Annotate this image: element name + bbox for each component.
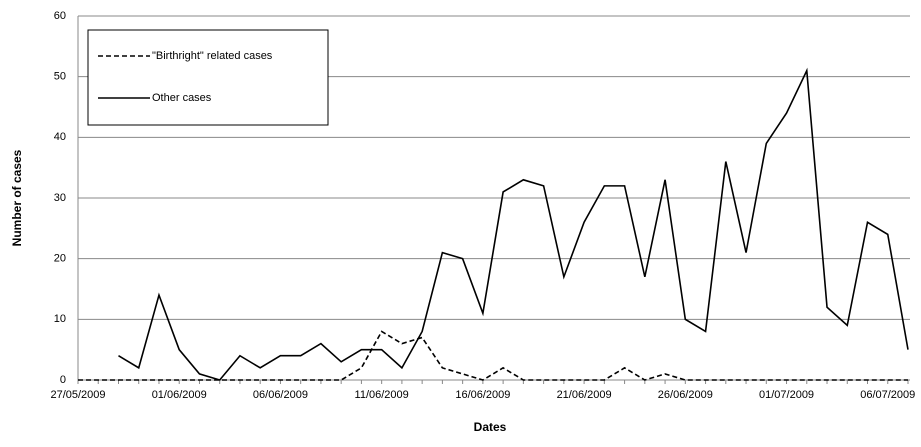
y-axis-title: Number of cases [10,149,24,246]
y-tick-label: 20 [54,253,66,265]
x-tick-label: 06/07/2009 [860,389,915,401]
x-tick-label: 16/06/2009 [455,389,510,401]
y-tick-label: 40 [54,131,66,143]
legend-label: "Birthright" related cases [152,50,273,62]
y-tick-label: 0 [60,374,66,386]
x-tick-label: 01/07/2009 [759,389,814,401]
series-line [78,330,908,381]
legend-label: Other cases [152,92,212,104]
series-line [118,67,909,381]
y-tick-label: 60 [54,10,66,22]
y-tick-label: 10 [54,313,66,325]
x-tick-label: 21/06/2009 [557,389,612,401]
legend-box [87,29,329,126]
y-tick-label: 50 [54,71,66,83]
x-axis-title: Dates [474,420,507,434]
y-tick-label: 30 [54,192,66,204]
x-tick-label: 11/06/2009 [355,389,409,401]
x-tick-label: 26/06/2009 [658,389,713,401]
x-tick-label: 01/06/2009 [152,389,207,401]
x-tick-label: 06/06/2009 [253,389,308,401]
legend: "Birthright" related cases Other cases [87,29,329,126]
x-tick-label: 27/05/2009 [50,389,105,401]
